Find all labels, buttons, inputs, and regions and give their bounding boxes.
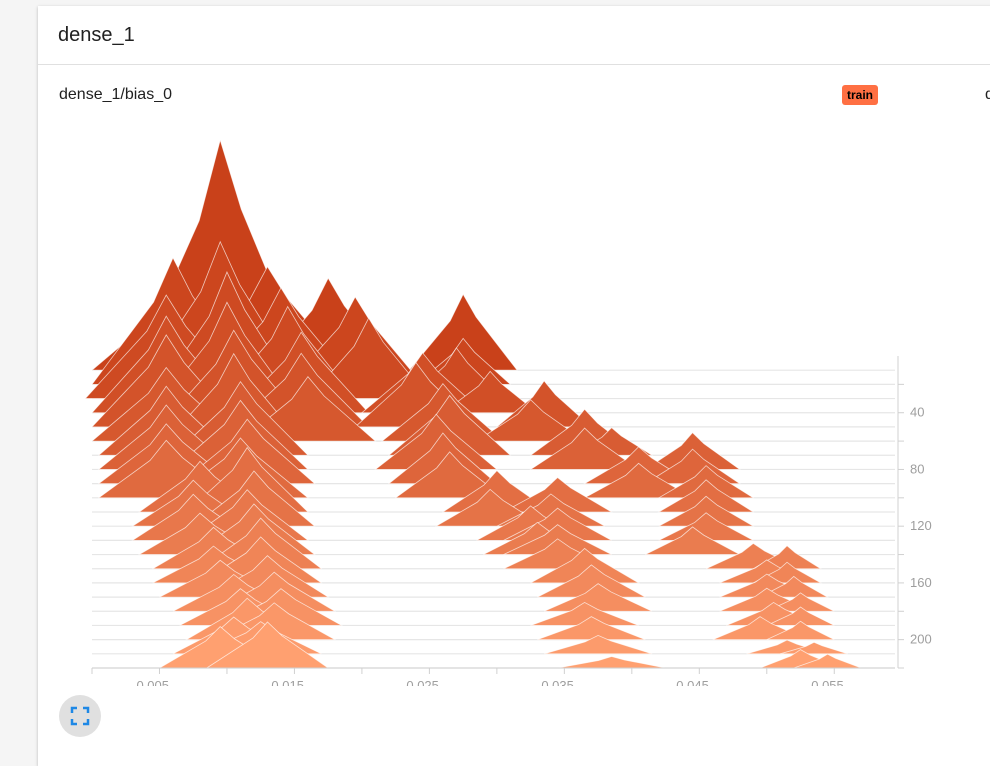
- histogram-peak: [408, 293, 518, 371]
- step-tick-label: 80: [910, 461, 924, 476]
- histogram-peak: [658, 495, 755, 527]
- histogram-peak: [543, 634, 653, 655]
- run-badge: train: [842, 85, 879, 105]
- x-tick-label: 0.045: [676, 678, 709, 686]
- fullscreen-icon: [70, 706, 90, 726]
- histogram-series: [84, 138, 862, 669]
- x-tick-label: 0.005: [136, 678, 169, 686]
- histogram-peak: [503, 476, 614, 513]
- histogram-peak: [537, 616, 646, 641]
- histogram-peak: [766, 592, 835, 612]
- expand-button[interactable]: [59, 695, 101, 737]
- x-tick-label: 0.055: [811, 678, 844, 686]
- x-tick-label: 0.035: [541, 678, 574, 686]
- histogram-peak: [557, 656, 666, 669]
- histogram-peak: [537, 564, 646, 598]
- histogram-peak: [543, 583, 653, 612]
- histogram-peak: [530, 601, 639, 626]
- card-header[interactable]: dense_1: [38, 6, 990, 65]
- step-tick-label: 160: [910, 575, 932, 590]
- histogram-card: dense_1 dense_1/bias_0 train d 0.005 0.01…: [38, 6, 990, 766]
- histogram-peak: [645, 526, 740, 555]
- histogram-peak: [780, 641, 848, 655]
- histogram-peak: [766, 606, 835, 626]
- histogram-peak: [658, 512, 754, 541]
- step-tick-label: 40: [910, 405, 924, 420]
- histogram-peak: [759, 575, 830, 598]
- x-tick-label: 0.015: [271, 678, 304, 686]
- x-tick-label: 0.025: [406, 678, 439, 686]
- step-tick-label: 120: [910, 518, 932, 533]
- histogram-peak: [766, 620, 835, 641]
- step-tick-label: 200: [910, 632, 932, 647]
- chart-title: dense_1/bias_0: [59, 86, 172, 103]
- histogram-chart: 0.005 0.015 0.025 0.035 0.045 0.055 40 80 120 160…: [84, 138, 932, 686]
- histogram-peak: [530, 547, 641, 584]
- next-panel-title: d: [985, 86, 990, 103]
- card-title: dense_1: [58, 23, 135, 46]
- axes: 0.005 0.015 0.025 0.035 0.045 0.055 40 80 120 160…: [91, 356, 932, 686]
